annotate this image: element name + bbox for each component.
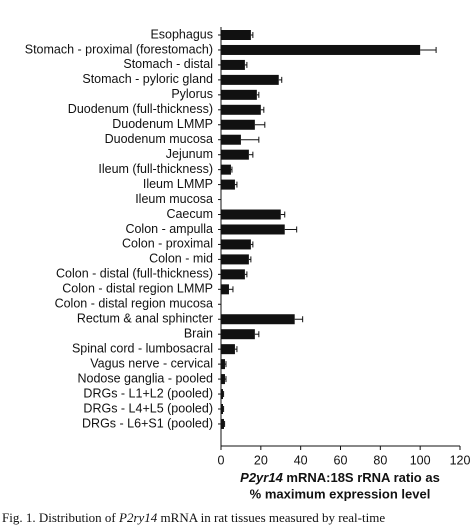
y-tick-label: Brain (184, 326, 213, 340)
y-tick-label: Rectum & anal sphincter (77, 312, 213, 326)
bar (221, 59, 245, 70)
y-tick-label: DRGs - L1+L2 (pooled) (83, 386, 213, 400)
bar (221, 284, 229, 295)
caption: Fig. 1. Distribution of P2ry14 mRNA in r… (2, 510, 385, 525)
x-axis-label: P2yr14 mRNA:18S rRNA ratio as (240, 470, 440, 485)
caption-italic: P2ry14 (118, 510, 158, 525)
bar (221, 149, 249, 160)
x-tick-label: 100 (410, 453, 431, 467)
y-tick-label: DRGs - L6+S1 (pooled) (82, 416, 213, 430)
y-tick-label: Duodenum LMMP (112, 117, 213, 131)
bar (221, 44, 421, 55)
x-tick-label: 120 (450, 453, 471, 467)
bar (221, 418, 224, 429)
y-tick-label: Colon - ampulla (125, 222, 213, 236)
bar (221, 224, 285, 235)
bar (221, 254, 249, 265)
y-tick-label: Caecum (166, 207, 213, 221)
bar (221, 74, 279, 85)
y-tick-label: Colon - distal (full-thickness) (56, 267, 213, 281)
y-tick-label: Stomach - pyloric gland (82, 72, 213, 86)
y-tick-label: Colon - distal region LMMP (62, 282, 213, 296)
y-tick-label: Colon - distal region mucosa (55, 297, 213, 311)
y-tick-label: Colon - proximal (122, 237, 213, 251)
y-tick-label: Ileum (full-thickness) (98, 162, 213, 176)
y-tick-label: Nodose ganglia - pooled (77, 371, 213, 385)
y-tick-label: Pylorus (171, 87, 213, 101)
x-tick-label: 40 (294, 453, 308, 467)
caption-start: Fig. 1. Distribution of (2, 510, 119, 525)
bar (221, 404, 223, 414)
bar (221, 389, 223, 400)
y-tick-label: Spinal cord - lumbosacral (72, 341, 213, 355)
bar (221, 314, 295, 325)
x-axis-label-rest: mRNA:18S rRNA ratio as (283, 470, 440, 485)
y-tick-label: Colon - mid (149, 252, 213, 266)
bar (221, 164, 231, 175)
bar (221, 329, 255, 340)
bar (221, 134, 241, 145)
bar (221, 119, 255, 130)
bar (221, 344, 235, 355)
x-tick-label: 60 (334, 453, 348, 467)
y-tick-label: Duodenum mucosa (105, 132, 213, 146)
y-tick-label: Stomach - proximal (forestomach) (25, 42, 213, 56)
bar (221, 209, 281, 220)
bar (221, 359, 225, 370)
y-tick-label: Esophagus (150, 27, 213, 41)
x-axis-label-line2: % maximum expression level (250, 486, 431, 501)
x-tick-label: 20 (254, 453, 268, 467)
bar (221, 104, 261, 115)
bar (221, 269, 245, 280)
y-tick-label: Ileum mucosa (135, 192, 213, 206)
y-tick-label: Ileum LMMP (143, 177, 213, 191)
x-tick-label: 0 (218, 453, 225, 467)
y-tick-label: Duodenum (full-thickness) (68, 102, 213, 116)
bar (221, 89, 257, 100)
y-tick-label: Stomach - distal (123, 57, 213, 71)
x-tick-label: 80 (373, 453, 387, 467)
bar (221, 374, 225, 385)
bar (221, 239, 251, 250)
caption-end: mRNA in rat tissues measured by real-tim… (157, 510, 385, 525)
bar (221, 179, 235, 190)
y-tick-label: Vagus nerve - cervical (90, 356, 213, 370)
x-axis-label-italic: P2yr14 (240, 470, 283, 485)
bar (221, 30, 251, 40)
y-tick-label: Jejunum (166, 147, 213, 161)
y-tick-label: DRGs - L4+L5 (pooled) (83, 401, 213, 415)
